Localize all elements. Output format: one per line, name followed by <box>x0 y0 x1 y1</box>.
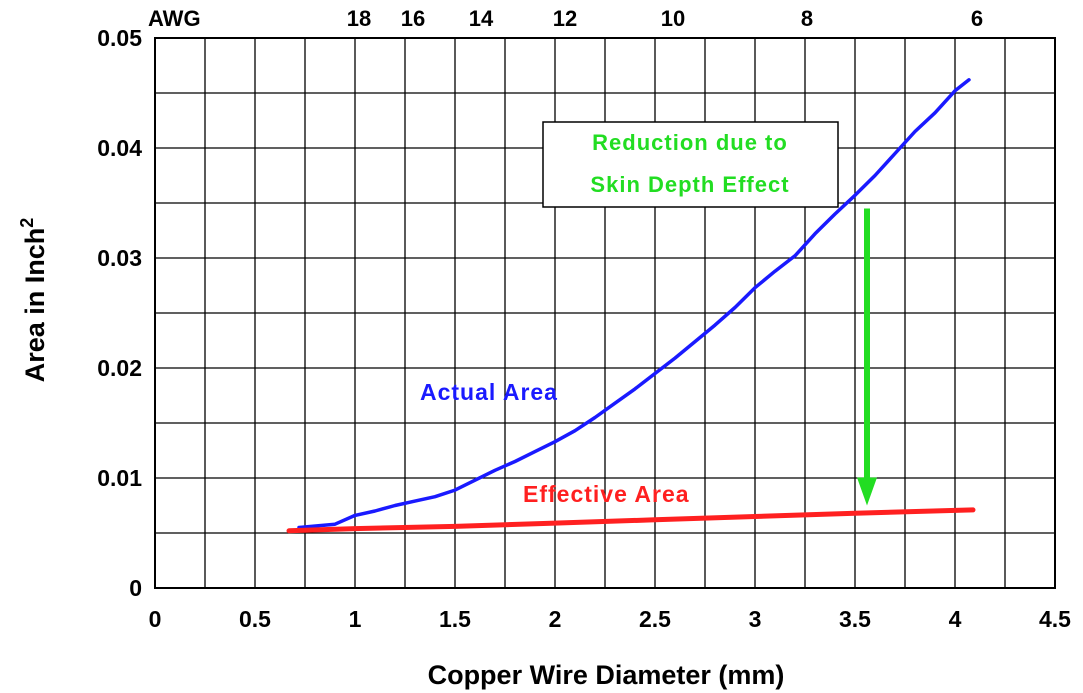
y-tick-label: 0.01 <box>97 465 142 491</box>
x-tick-label: 3.5 <box>839 606 871 632</box>
awg-tick-label: 12 <box>553 6 577 31</box>
effective-area-label: Effective Area <box>523 481 690 507</box>
reduction-callout-line1: Reduction due to <box>592 130 788 155</box>
y-axis-label-superscript: 2 <box>17 218 37 228</box>
awg-tick-label: 18 <box>347 6 371 31</box>
reduction-arrow <box>857 208 877 506</box>
y-axis-label-text: Area in Inch <box>20 228 50 383</box>
actual-area-line <box>297 78 971 530</box>
awg-label: AWG <box>148 6 201 31</box>
plot-frame <box>154 37 1056 589</box>
x-tick-label: 3 <box>749 606 762 632</box>
effective-area-line <box>286 507 976 534</box>
x-tick-label: 0 <box>149 606 162 632</box>
plot-border <box>154 37 1056 589</box>
y-tick-label: 0.05 <box>97 25 142 51</box>
x-tick-label: 1.5 <box>439 606 471 632</box>
x-tick-label: 4.5 <box>1039 606 1071 632</box>
awg-tick-label: 14 <box>469 6 494 31</box>
x-tick-label: 1 <box>349 606 362 632</box>
awg-tick-label: 6 <box>971 6 983 31</box>
x-tick-labels: 0 0.5 1 1.5 2 2.5 3 3.5 4 4.5 <box>149 606 1072 632</box>
x-axis-label: Copper Wire Diameter (mm) <box>428 660 785 690</box>
y-axis-label: Area in Inch2 <box>17 218 50 383</box>
x-tick-label: 0.5 <box>239 606 271 632</box>
y-tick-label: 0.03 <box>97 245 142 271</box>
y-tick-label: 0.04 <box>97 135 142 161</box>
awg-tick-label: 16 <box>401 6 425 31</box>
awg-tick-label: 8 <box>801 6 813 31</box>
y-tick-label: 0 <box>129 575 142 601</box>
awg-tick-label: 10 <box>661 6 685 31</box>
reduction-arrow-head <box>857 477 877 506</box>
reduction-callout: Reduction due to Skin Depth Effect <box>542 121 839 208</box>
reduction-callout-box <box>542 121 839 208</box>
awg-tick-labels: 18 16 14 12 10 8 6 <box>347 6 983 31</box>
x-tick-label: 4 <box>949 606 962 632</box>
x-tick-label: 2.5 <box>639 606 671 632</box>
reduction-callout-line2: Skin Depth Effect <box>590 172 789 197</box>
y-tick-label: 0.02 <box>97 355 142 381</box>
actual-area-label: Actual Area <box>420 379 558 405</box>
series-lines <box>286 78 976 534</box>
x-tick-label: 2 <box>549 606 562 632</box>
y-tick-labels: 0 0.01 0.02 0.03 0.04 0.05 <box>97 25 142 601</box>
